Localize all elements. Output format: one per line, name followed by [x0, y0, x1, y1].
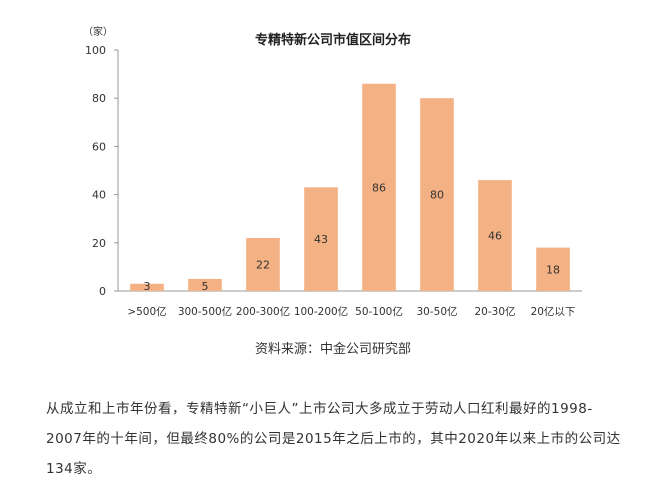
- chart-canvas: 专精特新公司市值区间分布 （家） 3 5 22 43 86 80 46 18 >500亿 300…: [83, 25, 582, 318]
- y-tick-label: 40: [92, 189, 106, 202]
- x-tick-label: 20亿以下: [531, 305, 576, 318]
- bar-value-label: 86: [372, 181, 386, 194]
- article-text: 从成立和上市年份看，专精特新“小巨人”上市公司大多成立于劳动人口红利最好的199…: [46, 401, 621, 477]
- x-tick-label: >500亿: [127, 305, 166, 318]
- x-tick-label: 100-200亿: [294, 305, 348, 318]
- chart-bars: [130, 83, 570, 292]
- bar: [362, 83, 396, 292]
- bar-value-label: 3: [144, 280, 151, 293]
- bar: [536, 247, 570, 291]
- y-tick-label: 0: [99, 285, 106, 298]
- y-tick-label: 100: [85, 44, 106, 57]
- x-tick-label: 50-100亿: [355, 305, 403, 318]
- y-tick-label: 60: [92, 140, 106, 153]
- y-axis-unit-label: （家）: [83, 25, 113, 38]
- bar-value-label: 5: [202, 280, 209, 293]
- article-paragraph: 从成立和上市年份看，专精特新“小巨人”上市公司大多成立于劳动人口红利最好的199…: [46, 394, 626, 484]
- bar-chart: 专精特新公司市值区间分布 （家） 3 5 22 43 86 80 46 18 >500亿 300…: [83, 25, 582, 318]
- bar: [420, 98, 454, 291]
- bar-value-label: 46: [488, 230, 502, 243]
- bar: [246, 237, 280, 291]
- bar-value-label: 18: [546, 263, 560, 276]
- x-tick-label: 300-500亿: [178, 305, 232, 318]
- x-tick-label: 30-50亿: [416, 305, 457, 318]
- source-caption: 资料来源：中金公司研究部: [254, 342, 411, 357]
- bar: [130, 283, 164, 291]
- chart-data-labels: 3 5 22 43 86 80 46 18: [144, 181, 561, 293]
- y-tick-label: 80: [92, 92, 106, 105]
- bar: [188, 278, 222, 291]
- bar-value-label: 80: [430, 189, 444, 202]
- y-tick-label: 20: [92, 237, 106, 250]
- chart-title: 专精特新公司市值区间分布: [255, 32, 411, 48]
- x-axis-tick-labels: >500亿 300-500亿 200-300亿 100-200亿 50-100亿 30-5…: [127, 305, 575, 318]
- bar-value-label: 43: [314, 233, 328, 246]
- bar-value-label: 22: [256, 258, 270, 271]
- x-tick-label: 20-30亿: [474, 305, 515, 318]
- x-tick-label: 200-300亿: [236, 305, 290, 318]
- bar: [304, 187, 338, 291]
- bar: [478, 180, 512, 291]
- y-axis-tick-labels: 0 20 40 60 80 100: [85, 44, 106, 298]
